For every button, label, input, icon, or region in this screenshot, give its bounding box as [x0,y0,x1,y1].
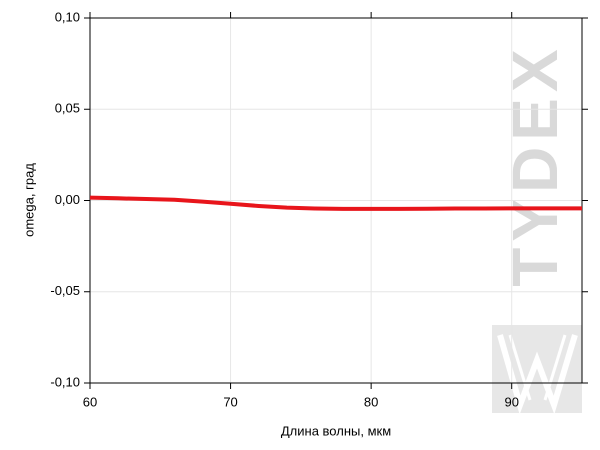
y-tick-label: 0,05 [55,101,80,116]
y-tick-label: -0,10 [50,374,80,389]
y-tick-label: 0,10 [55,9,80,24]
plot-frame [89,17,583,384]
x-tick-label: 70 [223,394,237,409]
watermark-logo [492,325,582,415]
data-line [89,195,582,211]
y-tick-label: -0,05 [50,283,80,298]
y-axis-label: omega, град [21,163,36,237]
watermark: TYDEX [499,43,571,286]
x-axis-label: Длина волны, мкм [281,423,391,438]
x-tick-label: 60 [83,394,97,409]
x-tick-label: 80 [364,394,378,409]
y-tick-label: 0,00 [55,192,80,207]
x-tick-label: 90 [504,394,518,409]
